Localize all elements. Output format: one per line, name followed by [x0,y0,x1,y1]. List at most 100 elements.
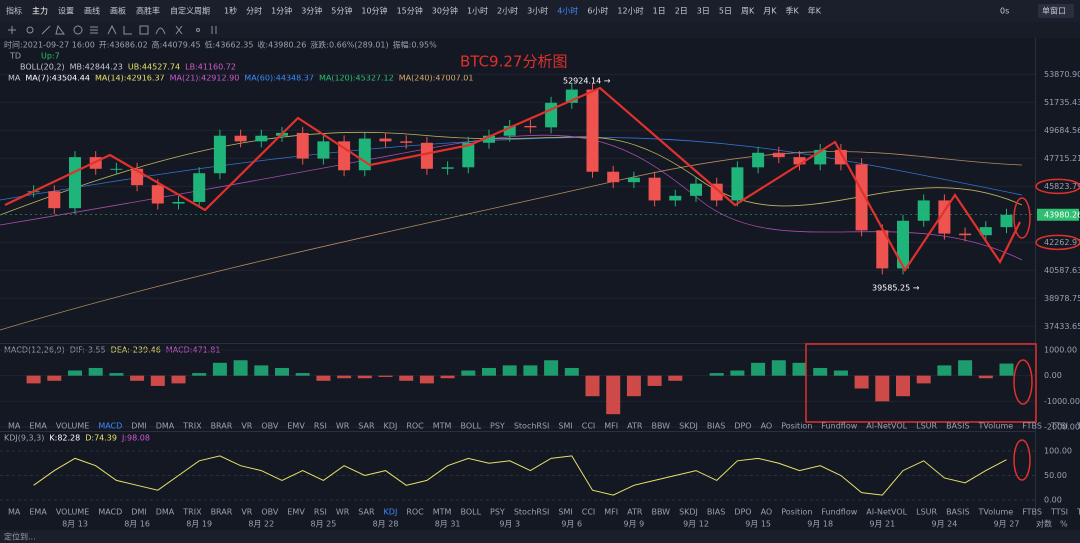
indicator-tab[interactable]: KDJ [384,422,398,431]
indicator-tab[interactable]: MTM [433,508,452,517]
indicator-tab[interactable]: MA [8,422,21,431]
period-button[interactable]: 1小时 [467,6,488,16]
period-button[interactable]: 6小时 [587,6,608,16]
toolbar-item[interactable]: 高胜率 [136,6,160,16]
indicator-tab[interactable]: TTSI [1050,422,1068,431]
indicator-tab[interactable]: PSY [490,508,505,517]
indicator-tab[interactable]: ROC [406,422,424,431]
indicator-tab[interactable]: LSUR [916,422,937,431]
period-button[interactable]: 1分钟 [271,6,292,16]
indicator-tab[interactable]: OBV [261,422,279,431]
axis-mode[interactable]: 对数 [1036,519,1052,529]
indicator-tab[interactable]: TVolume [978,422,1014,431]
window-button[interactable]: 单窗口 [1042,6,1066,16]
indicator-tab[interactable]: ATR [627,508,643,517]
indicator-tab[interactable]: EMV [287,422,305,431]
indicator-tab[interactable]: TTMU [1076,422,1080,431]
indicator-tab[interactable]: MFI [604,422,618,431]
indicator-tab[interactable]: WR [336,422,350,431]
indicator-tab[interactable]: DMI [131,422,146,431]
indicator-tab[interactable]: BRAR [211,422,233,431]
period-button[interactable]: 4小时 [557,6,578,16]
indicator-tab[interactable]: SKDJ [679,422,698,431]
period-button[interactable]: 分时 [246,6,262,16]
indicator-tab[interactable]: BRAR [211,508,233,517]
period-button[interactable]: 3日 [697,7,710,16]
indicator-tab[interactable]: CCI [582,508,596,517]
indicator-tab[interactable]: BIAS [707,508,725,517]
indicator-tab[interactable]: FTBS [1022,508,1042,517]
indicator-tab[interactable]: MA [8,508,21,517]
indicator-tab[interactable]: KDJ [384,508,398,517]
indicator-tab[interactable]: RSI [314,508,327,517]
indicator-tab[interactable]: Position [781,508,812,517]
period-button[interactable]: 5分钟 [331,6,352,16]
indicator-tab[interactable]: DMA [156,422,175,431]
indicator-tab[interactable]: Position [781,422,812,431]
indicator-tab[interactable]: DMI [131,508,146,517]
period-button[interactable]: 10分钟 [361,6,387,16]
indicator-tab[interactable]: WR [336,508,350,517]
indicator-tab[interactable]: AO [761,508,773,517]
indicator-tab[interactable]: TTSI [1050,508,1068,517]
period-button[interactable]: 30分钟 [432,6,458,16]
indicator-tab[interactable]: LSUR [916,508,937,517]
period-button[interactable]: 月K [763,7,777,16]
indicator-tab[interactable]: OBV [261,508,279,517]
indicator-tab[interactable]: MFI [604,508,618,517]
period-button[interactable]: 2小时 [497,6,518,16]
indicator-tab[interactable]: SAR [358,508,375,517]
indicator-tab[interactable]: PSY [490,422,505,431]
toolbar-item[interactable]: 自定义周期 [170,6,210,16]
period-button[interactable]: 年K [808,6,822,16]
indicator-tab[interactable]: SMI [558,422,572,431]
period-button[interactable]: 周K [741,7,755,16]
indicator-tab[interactable]: BOLL [460,422,481,431]
indicator-tab[interactable]: BBW [651,422,670,431]
indicator-tab[interactable]: SAR [358,422,375,431]
indicator-tab[interactable]: MTM [433,422,452,431]
indicator-tab[interactable]: VOLUME [56,422,90,431]
indicator-tab[interactable]: TRIX [182,508,202,517]
indicator-tab[interactable]: CCI [582,422,596,431]
indicator-tab[interactable]: Fundflow [821,422,857,431]
indicator-tab[interactable]: SMI [558,508,572,517]
period-button[interactable]: 5日 [719,7,732,16]
period-button[interactable]: 12小时 [617,6,643,16]
period-button[interactable]: 15分钟 [397,6,423,16]
indicator-tab[interactable]: TTMU [1076,508,1080,517]
indicator-tab[interactable]: BOLL [460,508,481,517]
indicator-tab[interactable]: VOLUME [56,508,90,517]
indicator-tab[interactable]: EMA [29,508,47,517]
indicator-tab[interactable]: BASIS [946,422,969,431]
indicator-tab[interactable]: TRIX [182,422,202,431]
indicator-tab[interactable]: TVolume [978,508,1014,517]
indicator-tab[interactable]: MACD [98,422,122,431]
indicator-tab[interactable]: Fundflow [821,508,857,517]
indicator-tab[interactable]: FTBS [1022,422,1042,431]
period-button[interactable]: 1日 [653,7,666,16]
footer[interactable]: 定位到... [4,532,36,542]
indicator-tab[interactable]: VR [241,508,252,517]
indicator-tab[interactable]: DMA [156,508,175,517]
indicator-tab[interactable]: SKDJ [679,508,698,517]
indicator-tab[interactable]: EMA [29,422,47,431]
indicator-tab[interactable]: AI-NetVOL [866,508,907,517]
indicator-tab[interactable]: BASIS [946,508,969,517]
toolbar-item[interactable]: 指标 [6,6,22,16]
period-button[interactable]: 1秒 [224,6,237,16]
indicator-tab[interactable]: EMV [287,508,305,517]
toolbar-item[interactable]: 画线 [84,6,100,16]
indicator-tab[interactable]: DPO [734,508,751,517]
axis-mode[interactable]: % [1060,520,1068,529]
indicator-tab[interactable]: VR [241,422,252,431]
toolbar-item[interactable]: 画板 [110,6,126,16]
indicator-tab[interactable]: RSI [314,422,327,431]
indicator-tab[interactable]: MACD [98,508,122,517]
period-button[interactable]: 3分钟 [301,6,322,16]
indicator-tab[interactable]: ATR [627,422,643,431]
indicator-tab[interactable]: BBW [651,508,670,517]
period-button[interactable]: 季K [785,6,799,16]
toolbar-item[interactable]: 主力 [32,6,48,16]
period-button[interactable]: 3小时 [527,6,548,16]
